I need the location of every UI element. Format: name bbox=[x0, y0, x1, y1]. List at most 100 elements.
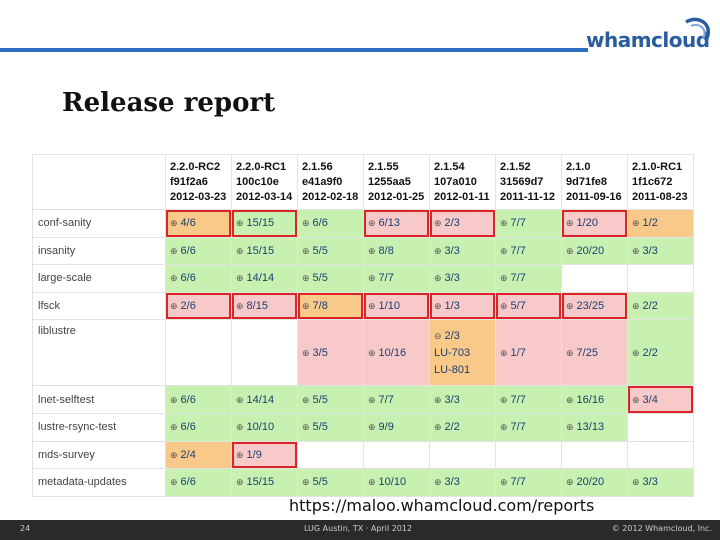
column-version: 2.1.52 bbox=[500, 160, 531, 173]
row-label[interactable]: conf-sanity bbox=[32, 209, 166, 238]
result-cell[interactable]: ⊕ 1/10 bbox=[363, 291, 430, 321]
column-hash: 100c10e bbox=[236, 175, 279, 188]
result-cell[interactable]: ⊕ 4/6 bbox=[165, 209, 232, 238]
column-header[interactable]: 2.1.54 107a010 2012-01-11 bbox=[429, 154, 496, 210]
row-label[interactable]: lustre-rsync-test bbox=[32, 412, 166, 442]
result-cell[interactable]: ⊕ 7/7 bbox=[495, 236, 562, 266]
result-cell[interactable]: ⊕ 7/7 bbox=[495, 209, 562, 238]
result-cell[interactable]: ⊕ 2/3 bbox=[429, 209, 496, 238]
result-cell[interactable]: ⊕ 15/15 bbox=[231, 236, 298, 266]
result-cell[interactable]: ⊕ 3/3 bbox=[627, 236, 694, 266]
result-cell[interactable]: ⊕ 8/8 bbox=[363, 236, 430, 266]
result-value: 7/7 bbox=[510, 476, 526, 489]
result-cell[interactable]: ⊕ 2/4 bbox=[165, 440, 232, 470]
plus-circle-icon: ⊕ bbox=[500, 347, 508, 358]
result-cell[interactable]: ⊕ 3/4 bbox=[627, 385, 694, 414]
result-cell[interactable]: ⊕ 1/20 bbox=[561, 209, 628, 238]
column-header[interactable]: 2.2.0-RC2 f91f2a6 2012-03-23 bbox=[165, 154, 232, 210]
row-label[interactable]: mds-survey bbox=[32, 440, 166, 470]
result-cell[interactable]: ⊕ 7/7 bbox=[495, 385, 562, 414]
result-value: 2/2 bbox=[642, 346, 658, 359]
result-cell[interactable]: ⊕ 5/7 bbox=[495, 291, 562, 321]
row-label[interactable]: liblustre bbox=[32, 319, 166, 387]
result-cell[interactable]: ⊕ 7/7 bbox=[495, 264, 562, 293]
column-header[interactable]: 2.1.52 31569d7 2011-11-12 bbox=[495, 154, 562, 210]
plus-circle-icon: ⊕ bbox=[368, 347, 376, 358]
result-cell[interactable]: ⊕ 6/6 bbox=[165, 385, 232, 414]
column-date: 2012-01-25 bbox=[368, 190, 425, 203]
plus-circle-icon: ⊕ bbox=[236, 245, 244, 256]
result-cell[interactable]: ⊕ 7/25 bbox=[561, 319, 628, 387]
result-cell[interactable]: ⊕ 20/20 bbox=[561, 468, 628, 497]
result-cell[interactable]: ⊖ 2/3 LU-703 LU-801 bbox=[429, 319, 496, 387]
result-cell[interactable]: ⊕ 23/25 bbox=[561, 291, 628, 321]
row-label[interactable]: lfsck bbox=[32, 291, 166, 321]
column-header[interactable]: 2.1.56 e41a9f0 2012-02-18 bbox=[297, 154, 364, 210]
issue-link[interactable]: LU-703 bbox=[434, 346, 471, 359]
plus-circle-icon: ⊕ bbox=[368, 477, 376, 488]
result-cell[interactable]: ⊕ 3/3 bbox=[627, 468, 694, 497]
empty-cell bbox=[627, 264, 694, 293]
result-cell[interactable]: ⊕ 1/9 bbox=[231, 440, 298, 470]
row-label[interactable]: metadata-updates bbox=[32, 468, 166, 497]
result-cell[interactable]: ⊕ 6/6 bbox=[165, 264, 232, 293]
empty-cell bbox=[165, 319, 232, 387]
result-cell[interactable]: ⊕ 9/9 bbox=[363, 412, 430, 442]
result-cell[interactable]: ⊕ 20/20 bbox=[561, 236, 628, 266]
result-cell[interactable]: ⊕ 7/7 bbox=[495, 412, 562, 442]
result-cell[interactable]: ⊕ 6/6 bbox=[165, 468, 232, 497]
result-cell[interactable]: ⊕ 6/6 bbox=[165, 412, 232, 442]
result-cell[interactable]: ⊕ 6/13 bbox=[363, 209, 430, 238]
result-cell[interactable]: ⊕ 5/5 bbox=[297, 468, 364, 497]
result-cell[interactable]: ⊕ 5/5 bbox=[297, 264, 364, 293]
result-cell[interactable]: ⊕ 13/13 bbox=[561, 412, 628, 442]
column-header[interactable]: 2.1.0-RC1 1f1c672 2011-08-23 bbox=[627, 154, 694, 210]
row-label[interactable]: insanity bbox=[32, 236, 166, 266]
table-header-row: 2.2.0-RC2 f91f2a6 2012-03-23 2.2.0-RC1 100c… bbox=[32, 154, 694, 210]
result-cell[interactable]: ⊕ 10/10 bbox=[363, 468, 430, 497]
plus-circle-icon: ⊕ bbox=[500, 394, 508, 405]
result-value: 9/9 bbox=[378, 421, 394, 434]
result-cell[interactable]: ⊕ 7/7 bbox=[363, 264, 430, 293]
result-cell[interactable]: ⊕ 2/2 bbox=[627, 291, 694, 321]
result-cell[interactable]: ⊕ 10/10 bbox=[231, 412, 298, 442]
result-cell[interactable]: ⊕ 8/15 bbox=[231, 291, 298, 321]
result-cell[interactable]: ⊕ 2/2 bbox=[429, 412, 496, 442]
result-cell[interactable]: ⊕ 6/6 bbox=[297, 209, 364, 238]
column-header[interactable]: 2.1.0 9d71fe8 2011-09-16 bbox=[561, 154, 628, 210]
column-version: 2.1.54 bbox=[434, 160, 465, 173]
row-label[interactable]: large-scale bbox=[32, 264, 166, 293]
result-cell[interactable]: ⊕ 3/3 bbox=[429, 468, 496, 497]
result-cell[interactable]: ⊕ 10/16 bbox=[363, 319, 430, 387]
result-cell[interactable]: ⊕ 3/3 bbox=[429, 236, 496, 266]
plus-circle-icon: ⊕ bbox=[302, 245, 310, 256]
row-label[interactable]: lnet-selftest bbox=[32, 385, 166, 414]
result-cell[interactable]: ⊕ 14/14 bbox=[231, 385, 298, 414]
issue-link[interactable]: LU-801 bbox=[434, 363, 471, 376]
plus-circle-icon: ⊕ bbox=[368, 422, 376, 433]
result-cell[interactable]: ⊕ 3/5 bbox=[297, 319, 364, 387]
result-cell[interactable]: ⊕ 15/15 bbox=[231, 468, 298, 497]
event-label: LUG Austin, TX · April 2012 bbox=[304, 524, 413, 533]
result-cell[interactable]: ⊕ 5/5 bbox=[297, 412, 364, 442]
result-cell[interactable]: ⊕ 16/16 bbox=[561, 385, 628, 414]
column-header[interactable]: 2.1.55 1255aa5 2012-01-25 bbox=[363, 154, 430, 210]
column-date: 2012-03-14 bbox=[236, 190, 293, 203]
result-cell[interactable]: ⊕ 15/15 bbox=[231, 209, 298, 238]
result-cell[interactable]: ⊕ 7/8 bbox=[297, 291, 364, 321]
result-cell[interactable]: ⊕ 1/2 bbox=[627, 209, 694, 238]
result-cell[interactable]: ⊕ 3/3 bbox=[429, 264, 496, 293]
result-cell[interactable]: ⊕ 5/5 bbox=[297, 236, 364, 266]
result-cell[interactable]: ⊕ 1/3 bbox=[429, 291, 496, 321]
result-cell[interactable]: ⊕ 5/5 bbox=[297, 385, 364, 414]
result-cell[interactable]: ⊕ 1/7 bbox=[495, 319, 562, 387]
result-cell[interactable]: ⊕ 3/3 bbox=[429, 385, 496, 414]
result-cell[interactable]: ⊕ 7/7 bbox=[363, 385, 430, 414]
column-header[interactable]: 2.2.0-RC1 100c10e 2012-03-14 bbox=[231, 154, 298, 210]
result-cell[interactable]: ⊕ 2/6 bbox=[165, 291, 232, 321]
result-cell[interactable]: ⊕ 2/2 bbox=[627, 319, 694, 387]
result-cell[interactable]: ⊕ 6/6 bbox=[165, 236, 232, 266]
result-cell[interactable]: ⊕ 7/7 bbox=[495, 468, 562, 497]
reports-url[interactable]: https://maloo.whamcloud.com/reports bbox=[289, 496, 595, 515]
result-cell[interactable]: ⊕ 14/14 bbox=[231, 264, 298, 293]
